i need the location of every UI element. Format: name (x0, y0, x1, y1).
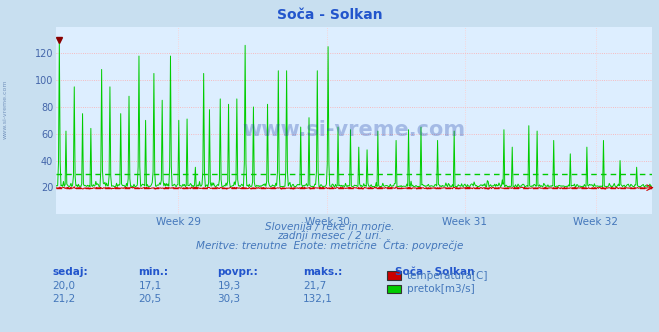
Text: 20,0: 20,0 (53, 281, 76, 290)
Text: www.si-vreme.com: www.si-vreme.com (243, 120, 466, 140)
Text: maks.:: maks.: (303, 267, 343, 277)
Text: pretok[m3/s]: pretok[m3/s] (407, 284, 474, 294)
Text: 21,2: 21,2 (53, 294, 76, 304)
Text: 17,1: 17,1 (138, 281, 161, 290)
Text: povpr.:: povpr.: (217, 267, 258, 277)
Text: 21,7: 21,7 (303, 281, 326, 290)
Text: temperatura[C]: temperatura[C] (407, 271, 488, 281)
Text: 20,5: 20,5 (138, 294, 161, 304)
Text: 19,3: 19,3 (217, 281, 241, 290)
Text: 132,1: 132,1 (303, 294, 333, 304)
Text: www.si-vreme.com: www.si-vreme.com (3, 80, 8, 139)
Text: Soča - Solkan: Soča - Solkan (277, 8, 382, 22)
Text: zadnji mesec / 2 uri.: zadnji mesec / 2 uri. (277, 231, 382, 241)
Text: Slovenija / reke in morje.: Slovenija / reke in morje. (265, 222, 394, 232)
Text: sedaj:: sedaj: (53, 267, 88, 277)
Text: Soča - Solkan: Soča - Solkan (395, 267, 475, 277)
Text: 30,3: 30,3 (217, 294, 241, 304)
Text: Meritve: trenutne  Enote: metrične  Črta: povprečje: Meritve: trenutne Enote: metrične Črta: … (196, 239, 463, 251)
Text: min.:: min.: (138, 267, 169, 277)
